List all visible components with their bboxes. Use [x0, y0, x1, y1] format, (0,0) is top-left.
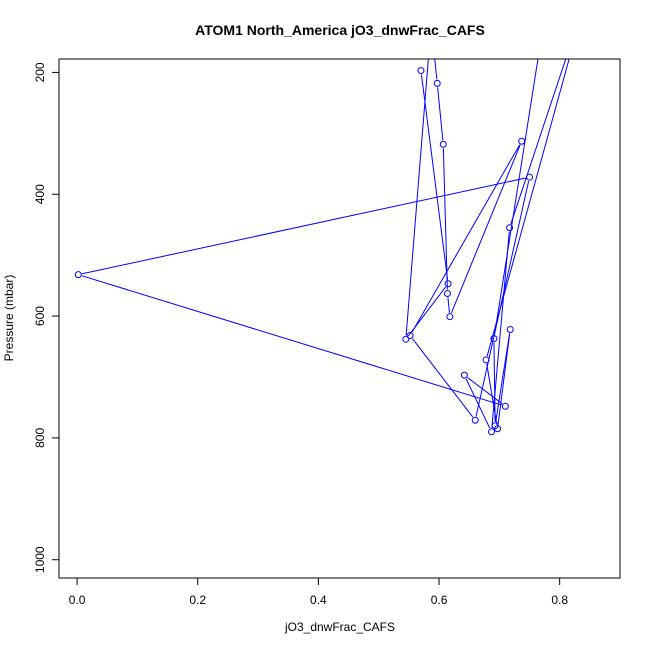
y-tick-label: 1000	[33, 546, 47, 573]
y-axis-label: Pressure (mbar)	[2, 275, 16, 362]
x-tick-label: 0.4	[310, 593, 327, 607]
data-point	[539, 33, 545, 39]
data-point	[446, 313, 454, 321]
series-line-segment	[447, 297, 450, 313]
series-line-segment	[405, 59, 429, 336]
y-axis: 200 400 600 800 1000	[33, 62, 60, 573]
data-point	[444, 280, 452, 288]
series-line-segment	[450, 144, 521, 314]
data-point	[460, 371, 468, 379]
data-point	[443, 290, 451, 298]
data-point	[488, 428, 496, 436]
series-line-segment	[497, 333, 511, 425]
data-point	[433, 79, 441, 87]
data-layer	[74, 0, 589, 436]
series-line-segment	[442, 148, 448, 290]
y-tick-label: 400	[33, 184, 47, 204]
series-line-segment	[510, 59, 567, 225]
series-line-segment	[493, 342, 496, 422]
series-line-segment	[82, 177, 526, 275]
series-line-segment	[81, 275, 502, 406]
series-line-segment	[434, 59, 438, 80]
data-point	[74, 271, 82, 279]
data-point	[482, 356, 490, 364]
x-tick-label: 0.0	[69, 593, 86, 607]
data-point	[518, 137, 526, 145]
data-point	[406, 332, 414, 340]
series-line-segment	[486, 59, 570, 357]
data-point	[506, 325, 514, 333]
data-point	[417, 67, 425, 75]
data-point	[501, 402, 509, 410]
series-line-segment	[412, 338, 474, 418]
x-tick-label: 0.8	[551, 593, 568, 607]
y-tick-label: 800	[33, 428, 47, 448]
series-line-segment	[475, 180, 530, 417]
series-line-segment	[411, 144, 521, 333]
data-point	[491, 422, 499, 430]
series-line-segment	[420, 74, 449, 280]
series-line-segment	[494, 59, 539, 335]
series-line-segment	[465, 378, 491, 429]
y-tick-label: 200	[33, 62, 47, 82]
series-line-segment	[495, 333, 511, 422]
chart-title: ATOM1 North_America jO3_dnwFrac_CAFS	[195, 22, 485, 38]
data-point	[583, 0, 589, 2]
x-axis: 0.0 0.2 0.4 0.6 0.8	[69, 577, 568, 607]
series-line-segment	[437, 87, 444, 141]
series-line-segment	[467, 377, 503, 405]
y-tick-label: 600	[33, 306, 47, 326]
data-point	[490, 335, 498, 343]
data-point	[471, 416, 479, 424]
data-point	[506, 224, 514, 232]
x-tick-label: 0.2	[189, 593, 206, 607]
x-axis-label: jO3_dnwFrac_CAFS	[284, 620, 395, 634]
data-point	[526, 173, 534, 181]
data-point	[439, 140, 447, 148]
plot-frame	[58, 58, 621, 579]
x-tick-label: 0.6	[431, 593, 448, 607]
data-point	[402, 335, 410, 343]
